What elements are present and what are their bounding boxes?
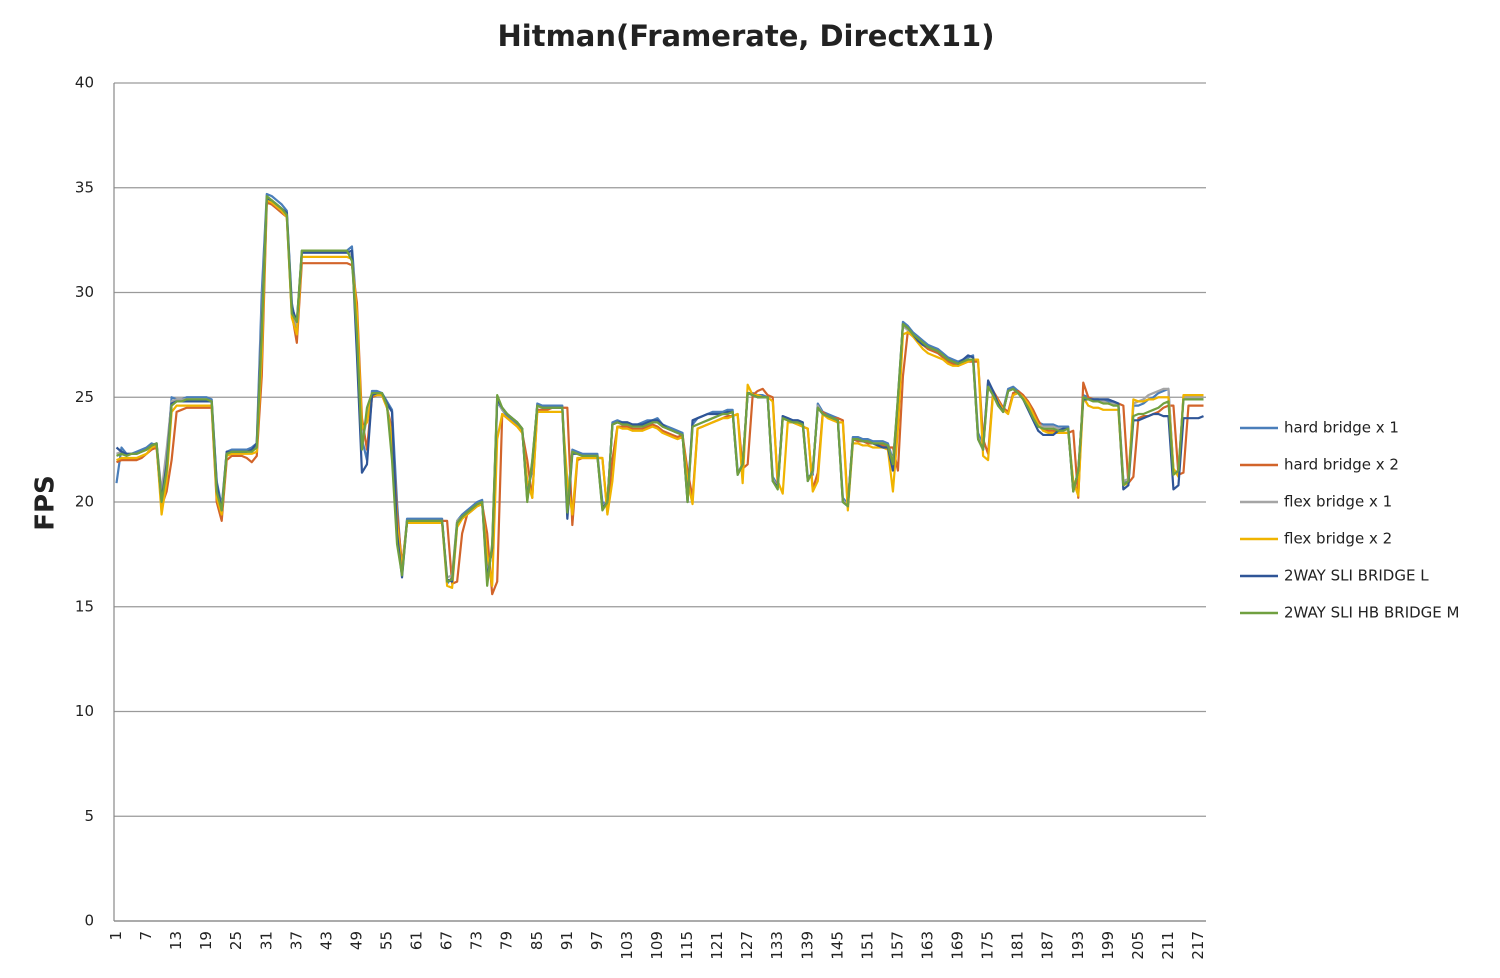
x-tick-label: 205 [1129, 931, 1147, 960]
x-tick-label: 199 [1099, 931, 1117, 960]
x-tick-label: 1 [107, 931, 125, 941]
x-tick-label: 163 [918, 931, 936, 960]
x-tick-label: 85 [528, 931, 546, 950]
legend-label: flex bridge x 1 [1284, 493, 1392, 511]
x-tick-label: 97 [588, 931, 606, 950]
x-tick-label: 145 [828, 931, 846, 960]
x-tick-label: 151 [858, 931, 876, 960]
x-tick-label: 133 [768, 931, 786, 960]
x-tick-label: 91 [558, 931, 576, 950]
x-tick-label: 211 [1159, 931, 1177, 960]
legend-label: hard bridge x 2 [1284, 456, 1399, 474]
x-tick-label: 175 [979, 931, 997, 960]
series-line [115, 197, 1204, 583]
y-tick-label: 40 [75, 74, 94, 92]
x-tick-label: 49 [347, 931, 365, 950]
series-line [116, 197, 1204, 579]
legend-label: 2WAY SLI HB BRIDGE M [1284, 604, 1460, 622]
x-tick-label: 43 [317, 931, 335, 950]
y-tick-label: 25 [75, 388, 94, 406]
x-tick-label: 217 [1189, 931, 1207, 960]
legend-label: flex bridge x 2 [1284, 530, 1392, 548]
x-tick-label: 55 [378, 931, 396, 950]
x-tick-label: 115 [678, 931, 696, 960]
x-tick-label: 73 [468, 931, 486, 950]
chart-title: Hitman(Framerate, DirectX11) [498, 19, 995, 53]
x-tick-label: 13 [167, 931, 185, 950]
y-tick-label: 35 [75, 178, 94, 196]
x-tick-label: 25 [227, 931, 245, 950]
x-tick-label: 193 [1069, 931, 1087, 960]
legend-label: 2WAY SLI BRIDGE L [1284, 567, 1429, 585]
x-tick-label: 157 [888, 931, 906, 960]
series-line [116, 201, 1204, 596]
x-tick-label: 61 [408, 931, 426, 950]
x-tick-label: 79 [498, 931, 516, 950]
x-tick-label: 181 [1009, 931, 1027, 960]
x-tick-label: 67 [438, 931, 456, 950]
x-tick-label: 139 [798, 931, 816, 960]
x-tick-label: 31 [257, 931, 275, 950]
series-line [116, 199, 1204, 589]
y-axis-label: FPS [31, 475, 61, 531]
series-line [116, 195, 1204, 587]
y-tick-label: 10 [75, 702, 94, 720]
x-tick-label: 127 [738, 931, 756, 960]
y-tick-label: 20 [75, 493, 94, 511]
x-tick-label: 19 [197, 931, 215, 950]
y-tick-label: 0 [84, 912, 94, 930]
x-tick-label: 169 [949, 931, 967, 960]
x-tick-label: 103 [618, 931, 636, 960]
y-tick-label: 15 [75, 597, 94, 615]
x-tick-label: 37 [287, 931, 305, 950]
x-tick-label: 109 [648, 931, 666, 960]
y-tick-label: 30 [75, 283, 94, 301]
series-line [115, 192, 1204, 585]
x-tick-label: 121 [708, 931, 726, 960]
x-tick-label: 187 [1039, 931, 1057, 960]
x-tick-label: 7 [137, 931, 155, 941]
y-tick-label: 5 [84, 807, 94, 825]
legend-label: hard bridge x 1 [1284, 419, 1399, 437]
